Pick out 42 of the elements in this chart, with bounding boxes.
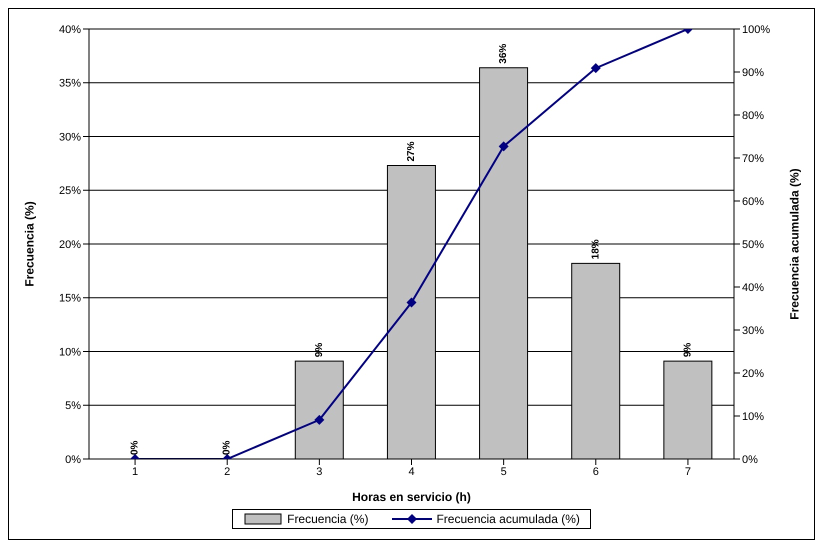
x-axis-title: Horas en servicio (h) bbox=[352, 490, 471, 504]
y2-tick-label: 40% bbox=[742, 282, 764, 294]
y-tick-label: 20% bbox=[58, 238, 82, 251]
x-tick-label: 6 bbox=[592, 466, 599, 478]
x-tick-label: 5 bbox=[500, 466, 507, 478]
y2-tick-label: 30% bbox=[742, 324, 764, 337]
y2-tick-label: 20% bbox=[742, 368, 764, 380]
point bbox=[498, 141, 509, 152]
y-tick-label: 30% bbox=[58, 131, 82, 144]
x-tick-label: 4 bbox=[408, 466, 415, 478]
x-tick-label: 7 bbox=[684, 466, 691, 478]
data-label: 27% bbox=[406, 141, 417, 162]
y-tick-label: 15% bbox=[58, 292, 82, 305]
y2-tick-label: 70% bbox=[742, 152, 764, 165]
y-tick-label: 40% bbox=[58, 24, 82, 36]
point bbox=[406, 297, 416, 308]
y2-tick-label: 10% bbox=[742, 410, 764, 423]
point bbox=[590, 63, 601, 74]
y-axis-title: Frecuencia (%) bbox=[22, 201, 36, 287]
x-tick-label: 3 bbox=[316, 466, 322, 478]
y-tick-label: 10% bbox=[58, 346, 82, 358]
y2-tick-label: 60% bbox=[742, 196, 764, 208]
data-label: 9% bbox=[682, 342, 694, 358]
y2-tick-label: 100% bbox=[742, 24, 770, 36]
y-tick-label: 25% bbox=[58, 185, 82, 198]
data-label: 18% bbox=[590, 239, 602, 260]
data-label: 36% bbox=[498, 44, 510, 64]
x-tick-label: 1 bbox=[132, 466, 138, 478]
legend-label: Frecuencia (%) bbox=[286, 512, 368, 526]
legend-label: Frecuencia acumulada (%) bbox=[435, 512, 580, 526]
y2-tick-label: 50% bbox=[742, 238, 764, 251]
data-label: 0% bbox=[222, 440, 233, 455]
y-tick-label: 5% bbox=[65, 400, 82, 412]
y2-tick-label: 90% bbox=[742, 66, 764, 79]
x-tick-label: 2 bbox=[224, 466, 230, 478]
data-label: 0% bbox=[130, 440, 141, 455]
y2-axis-title: Frecuencia acumulada (%) bbox=[787, 168, 802, 320]
y2-tick-label: 80% bbox=[742, 110, 764, 122]
data-label: 9% bbox=[314, 342, 325, 358]
y-tick-label: 35% bbox=[58, 78, 82, 90]
y2-tick-label: 0% bbox=[742, 454, 758, 466]
y-tick-label: 0% bbox=[65, 454, 82, 466]
